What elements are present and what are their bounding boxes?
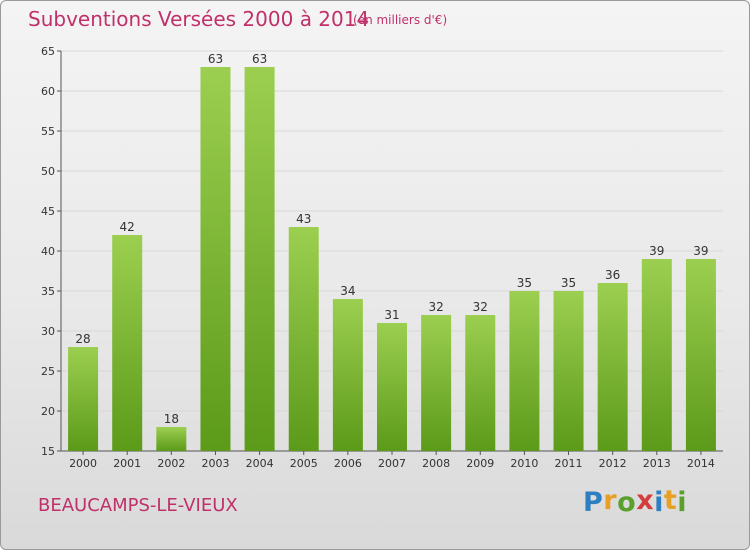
bar (112, 235, 143, 451)
x-tick-label: 2008 (422, 457, 450, 470)
data-label: 36 (605, 268, 620, 282)
commune-name: BEAUCAMPS-LE-VIEUX (38, 495, 238, 516)
logo-letter: r (603, 485, 618, 516)
data-label: 32 (428, 300, 443, 314)
data-label: 28 (75, 332, 90, 346)
data-label: 39 (649, 244, 664, 258)
x-tick-label: 2001 (113, 457, 141, 470)
data-label: 63 (252, 52, 267, 66)
data-label: 34 (340, 284, 355, 298)
bar (68, 347, 99, 451)
bar (244, 67, 275, 451)
y-tick-label: 65 (41, 45, 55, 58)
logo-letter: i (677, 487, 688, 518)
logo-letter: t (663, 485, 678, 516)
x-tick-label: 2006 (334, 457, 362, 470)
bar (685, 259, 716, 451)
x-tick-label: 2005 (290, 457, 318, 470)
x-tick-label: 2003 (201, 457, 229, 470)
y-tick-label: 15 (41, 445, 55, 458)
data-label: 39 (693, 244, 708, 258)
y-tick-label: 25 (41, 365, 55, 378)
bar (553, 291, 584, 451)
bar (332, 299, 363, 451)
bar (288, 227, 319, 451)
data-label: 35 (561, 276, 576, 290)
y-tick-label: 30 (41, 325, 55, 338)
logo-letter: i (654, 487, 664, 518)
data-label: 35 (517, 276, 532, 290)
x-tick-label: 2013 (643, 457, 671, 470)
bar (421, 315, 452, 451)
x-tick-label: 2009 (466, 457, 494, 470)
bar (156, 427, 187, 451)
x-tick-label: 2004 (246, 457, 274, 470)
y-tick-label: 20 (41, 405, 55, 418)
logo-letter: x (636, 485, 655, 516)
y-tick-label: 45 (41, 205, 55, 218)
chart-title: Subventions Versées 2000 à 2014 (28, 7, 370, 31)
bar (200, 67, 231, 451)
y-tick-label: 40 (41, 245, 55, 258)
bar (377, 323, 407, 451)
bar (597, 283, 628, 451)
bars (68, 67, 716, 451)
bar (509, 291, 540, 451)
x-tick-label: 2010 (510, 457, 538, 470)
proxiti-logo: Proxiti (583, 485, 688, 518)
data-label: 43 (296, 212, 311, 226)
y-tick-label: 35 (41, 285, 55, 298)
labels: 2000 28 2001 42 2002 18 2003 63 2004 63 2005 43 2006… (69, 52, 715, 470)
x-tick-label: 2002 (157, 457, 185, 470)
x-tick-label: 2007 (378, 457, 406, 470)
logo-letter: P (583, 487, 604, 518)
y-tick-label: 60 (41, 85, 55, 98)
x-tick-label: 2014 (687, 457, 715, 470)
y-tick-label: 50 (41, 165, 55, 178)
data-label: 63 (208, 52, 223, 66)
chart-subtitle: (en milliers d'€) (353, 13, 448, 27)
bar (465, 315, 496, 451)
y-tick-label: 55 (41, 125, 55, 138)
x-tick-label: 2000 (69, 457, 97, 470)
x-tick-label: 2011 (555, 457, 583, 470)
data-label: 18 (164, 412, 179, 426)
x-tick-label: 2012 (599, 457, 627, 470)
data-label: 31 (384, 308, 399, 322)
logo-letter: o (617, 487, 637, 518)
data-label: 32 (473, 300, 488, 314)
data-label: 42 (120, 220, 135, 234)
bar (641, 259, 672, 451)
